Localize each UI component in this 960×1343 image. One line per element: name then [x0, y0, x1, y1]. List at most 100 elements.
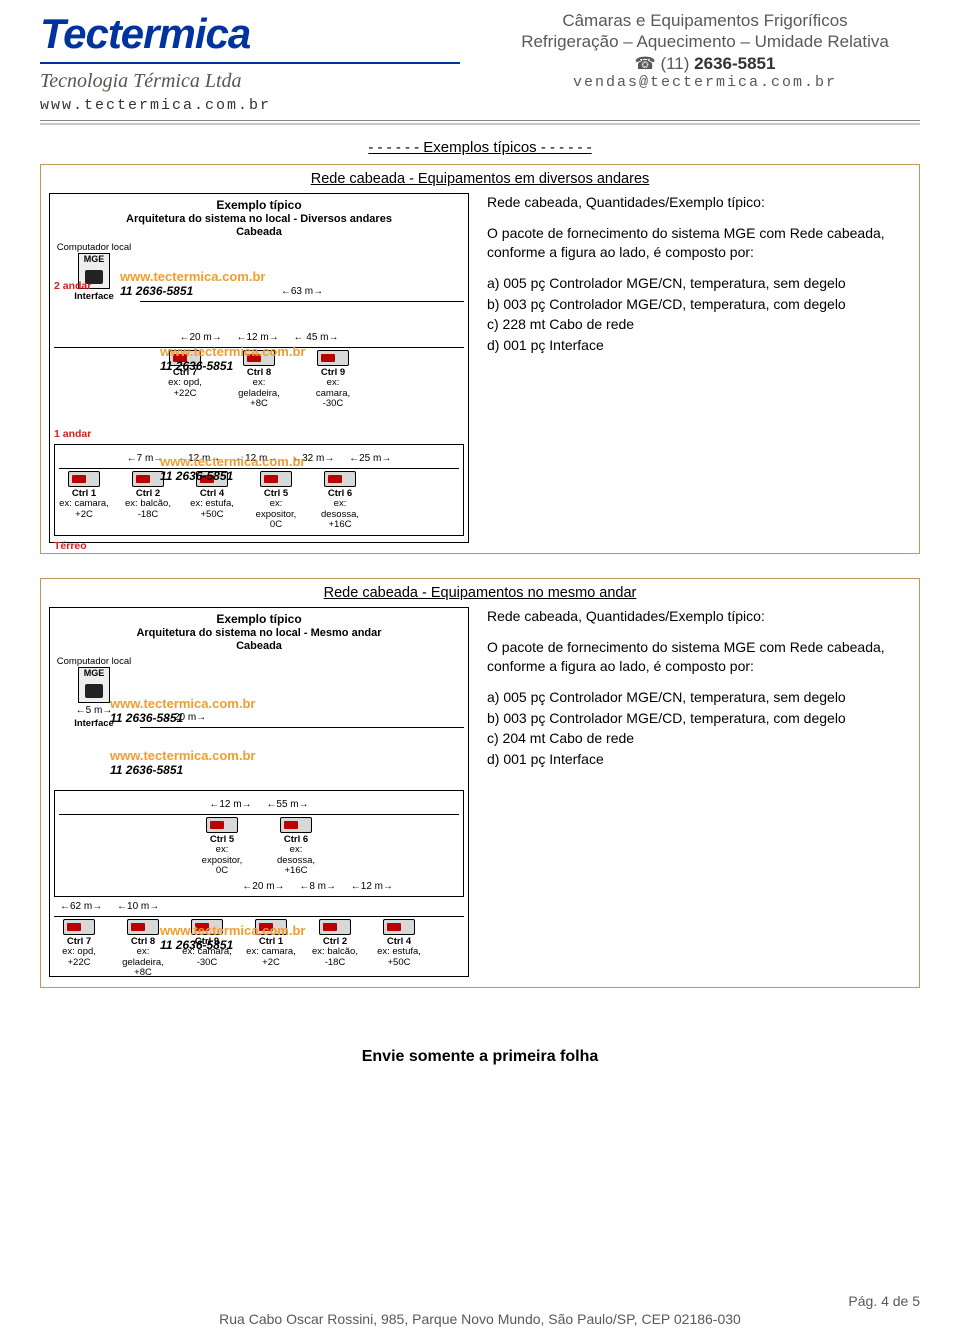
ctrl-l1: ex: geladeira,: [118, 947, 168, 968]
company-info: Câmaras e Equipamentos Frigoríficos Refr…: [490, 10, 920, 114]
ctrl-name: Ctrl 1: [259, 936, 283, 947]
section-title: - - - - - - Exemplos típicos - - - - - -: [40, 139, 920, 156]
example2-item-c: c) 204 mt Cabo de rede: [487, 729, 911, 748]
ctrl-l1: ex: desossa,: [275, 845, 317, 866]
ctrl-name: Ctrl 1: [72, 488, 96, 499]
page-number: Pág. 4 de 5: [40, 1293, 920, 1309]
ctrl-device: Ctrl 2ex: balcão,-18C: [310, 919, 360, 979]
dist: ←12 m→: [236, 332, 278, 343]
ctrl-l1: ex: desossa,: [315, 499, 365, 520]
ctrl-name: Ctrl 2: [136, 488, 160, 499]
ctrl-device: Ctrl 9ex: camara,-30C: [182, 919, 232, 979]
watermark-url: www.tectermica.com.br: [110, 748, 255, 763]
dist: ←20 m→: [179, 332, 221, 343]
dist: ←7 m→: [127, 453, 164, 464]
ctrl-l2: -18C: [310, 958, 360, 968]
example2-heading: Rede cabeada - Equipamentos no mesmo and…: [49, 585, 911, 601]
dist: ←32 m→: [292, 453, 334, 464]
ctrl-name: Ctrl 6: [328, 488, 352, 499]
footer-cta: Envie somente a primeira folha: [40, 1048, 920, 1066]
page-header: Tectermica Tecnologia Térmica Ltda www.t…: [40, 10, 920, 114]
example1-heading: Rede cabeada - Equipamentos em diversos …: [49, 171, 911, 187]
ctrl-l2: +16C: [315, 520, 365, 530]
example1-intro: O pacote de fornecimento do sistema MGE …: [487, 224, 911, 262]
ctrl-l2: +50C: [187, 510, 237, 520]
ctrl-l2: -30C: [182, 958, 232, 968]
dist: ←55 m→: [266, 799, 308, 810]
diag2-subtitle: Arquitetura do sistema no local - Mesmo …: [54, 627, 464, 639]
example1-item-b: b) 003 pç Controlador MGE/CD, temperatur…: [487, 295, 911, 314]
header-rule: [40, 120, 920, 121]
ctrl-l2: +16C: [275, 866, 317, 876]
diag1-top-dist: ←63 m→: [140, 286, 464, 297]
section-title-text: - - - - - - Exemplos típicos - - - - - -: [368, 139, 591, 156]
example2-lead: Rede cabeada, Quantidades/Exemplo típico…: [487, 607, 911, 626]
ctrl-l2: -30C: [312, 399, 354, 409]
ctrl-l1: ex: camara,: [312, 378, 354, 399]
watermark-phone: 11 2636-5851: [110, 763, 183, 777]
ctrl-name: Ctrl 4: [387, 936, 411, 947]
ctrl-l1: ex: expositor,: [251, 499, 301, 520]
dist: ←10 m→: [117, 901, 159, 912]
ctrl-name: Ctrl 6: [284, 834, 308, 845]
ctrl-l2: +2C: [59, 510, 109, 520]
company-phone: ☎ (11) 2636-5851: [490, 53, 920, 74]
ctrl-l2: +22C: [54, 958, 104, 968]
ctrl-l1: ex: expositor,: [201, 845, 243, 866]
example2-intro: O pacote de fornecimento do sistema MGE …: [487, 638, 911, 676]
logo-url: www.tectermica.com.br: [40, 97, 460, 114]
dist: ←20 m→: [242, 881, 284, 892]
diag1-terreo-label: Térreo: [54, 540, 464, 552]
diag2-mid-box: ←12 m→ ←55 m→ Ctrl 5ex: expositor,0C Ctr…: [54, 790, 464, 897]
ctrl-device: Ctrl 6ex: desossa,+16C: [315, 471, 365, 531]
dist: ←25 m→: [349, 453, 391, 464]
dist: ←12 m→: [351, 881, 393, 892]
mge-label: MGE: [84, 254, 105, 264]
ctrl-name: Ctrl 9: [195, 936, 219, 947]
dist: ←12 m→: [235, 453, 277, 464]
diag1-row3-dists: ←7 m→ ←12 m→ ←12 m→ ←32 m→ ←25 m→: [59, 453, 459, 464]
diag2-title: Exemplo típico: [54, 612, 464, 626]
diag1-computer-label: Computador local: [54, 242, 134, 253]
diag2-interface-label: Interface: [54, 718, 134, 729]
ctrl-l2: -18C: [123, 510, 173, 520]
logo-name: Tectermica: [40, 10, 460, 58]
company-line2: Refrigeração – Aquecimento – Umidade Rel…: [490, 31, 920, 52]
ctrl-device: Ctrl 8ex: geladeira,+8C: [238, 350, 280, 410]
diag1-floor1-label: 1 andar: [54, 428, 464, 440]
diag2-mode: Cabeada: [54, 640, 464, 652]
ctrl-device: Ctrl 2ex: balcão,-18C: [123, 471, 173, 531]
ctrl-device: Ctrl 7ex: opd,+22C: [164, 350, 206, 410]
ctrl-device: Ctrl 4ex: estufa,+50C: [374, 919, 424, 979]
diag2-bot-ctrls: Ctrl 7ex: opd,+22C Ctrl 8ex: geladeira,+…: [54, 919, 464, 979]
ctrl-device: Ctrl 9ex: camara,-30C: [312, 350, 354, 410]
diagram-2: Exemplo típico Arquitetura do sistema no…: [49, 607, 469, 977]
diag2-mid-ctrls: Ctrl 5ex: expositor,0C Ctrl 6ex: desossa…: [59, 817, 459, 877]
footer-address: Rua Cabo Oscar Rossini, 985, Parque Novo…: [40, 1311, 920, 1327]
example2-item-d: d) 001 pç Interface: [487, 750, 911, 769]
diag1-interface-label: Interface: [54, 291, 134, 302]
example2-item-b: b) 003 pç Controlador MGE/CD, temperatur…: [487, 709, 911, 728]
diag1-row3-ctrls: Ctrl 1ex: camara,+2C Ctrl 2ex: balcão,-1…: [59, 471, 459, 531]
ctrl-device: Ctrl 4ex: estufa,+50C: [187, 471, 237, 531]
mge-icon: MGE: [78, 667, 110, 703]
logo-rule: [40, 62, 460, 64]
ctrl-l2: +8C: [118, 968, 168, 978]
diag2-computer-label: Computador local: [54, 656, 134, 667]
dist: ←12 m→: [178, 453, 220, 464]
phone-number: 2636-5851: [694, 54, 775, 73]
ctrl-device: Ctrl 7ex: opd,+22C: [54, 919, 104, 979]
ctrl-l2: +2C: [246, 958, 296, 968]
example1-item-a: a) 005 pç Controlador MGE/CN, temperatur…: [487, 274, 911, 293]
diag1-terreo-box: ←7 m→ ←12 m→ ←12 m→ ←32 m→ ←25 m→ Ctrl 1…: [54, 444, 464, 536]
diag1-row2-dists: ←20 m→ ←12 m→ ← 45 m→: [54, 332, 464, 343]
dist: ←12 m→: [209, 799, 251, 810]
ctrl-name: Ctrl 2: [323, 936, 347, 947]
ctrl-name: Ctrl 7: [67, 936, 91, 947]
ctrl-device: Ctrl 1ex: camara,+2C: [246, 919, 296, 979]
logo-tagline: Tecnologia Térmica Ltda: [40, 70, 460, 93]
phone-prefix: (11): [660, 54, 689, 73]
ctrl-l1: ex: geladeira,: [238, 378, 280, 399]
ctrl-l2: +22C: [164, 389, 206, 399]
ctrl-l2: 0C: [251, 520, 301, 530]
